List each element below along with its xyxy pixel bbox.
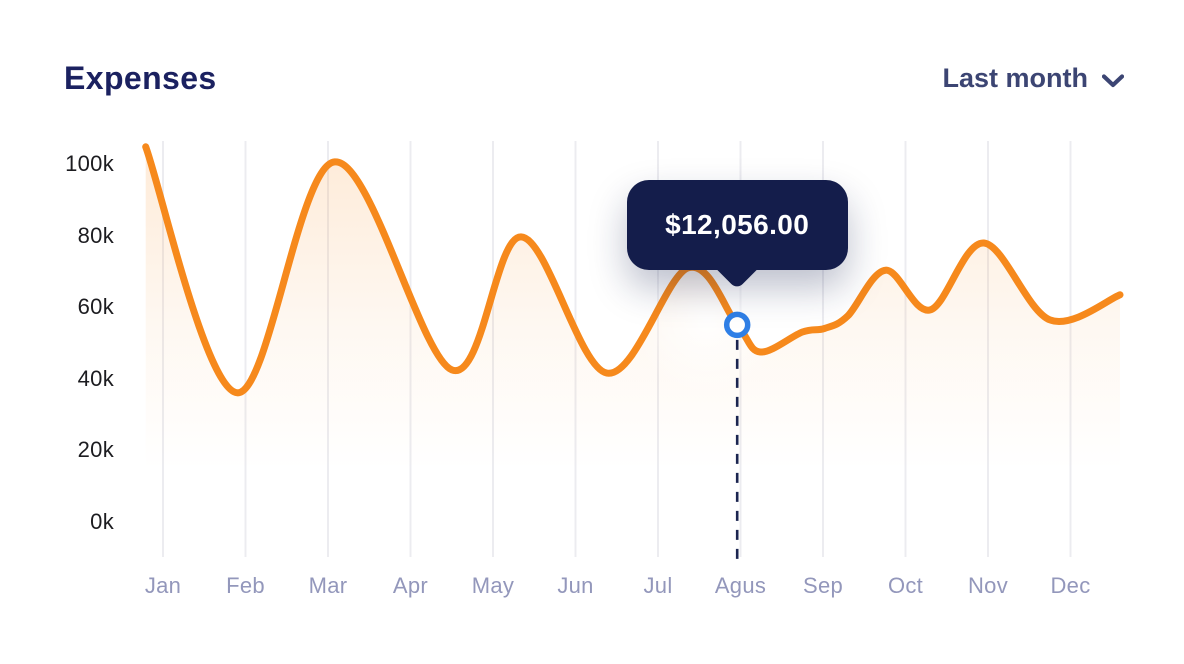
y-axis-tick: 60k: [77, 294, 114, 319]
tooltip: $12,056.00: [626, 180, 848, 290]
area-fill: [145, 146, 1120, 471]
x-axis-label: Dec: [1050, 573, 1091, 598]
y-axis-tick: 40k: [77, 365, 114, 391]
x-axis-label: Jan: [144, 573, 182, 598]
x-axis-label: Oct: [887, 573, 924, 598]
y-axis-tick: 0k: [90, 508, 114, 534]
x-axis-label: Nov: [967, 573, 1009, 598]
x-axis-label: Feb: [226, 573, 265, 598]
range-selector-dropdown[interactable]: Last month: [942, 63, 1124, 94]
y-axis-tick: 80k: [77, 222, 114, 248]
range-selector-label: Last month: [942, 63, 1089, 93]
x-axis-label: May: [471, 573, 515, 598]
page-title: Expenses: [64, 60, 217, 96]
x-axis-label: Mar: [308, 573, 348, 598]
selected-point-marker[interactable]: [723, 311, 751, 339]
x-axis-label: Agus: [714, 573, 767, 598]
x-axis-label: Jun: [557, 573, 594, 598]
y-axis-tick: 20k: [77, 437, 114, 462]
x-axis-label: Jul: [643, 573, 673, 598]
x-axis-label: Sep: [802, 573, 844, 598]
chevron-down-icon: [1102, 73, 1124, 88]
tooltip-value: $12,056.00: [665, 209, 810, 240]
x-axis-label: Apr: [392, 573, 429, 598]
y-axis-tick: 100k: [65, 151, 114, 176]
